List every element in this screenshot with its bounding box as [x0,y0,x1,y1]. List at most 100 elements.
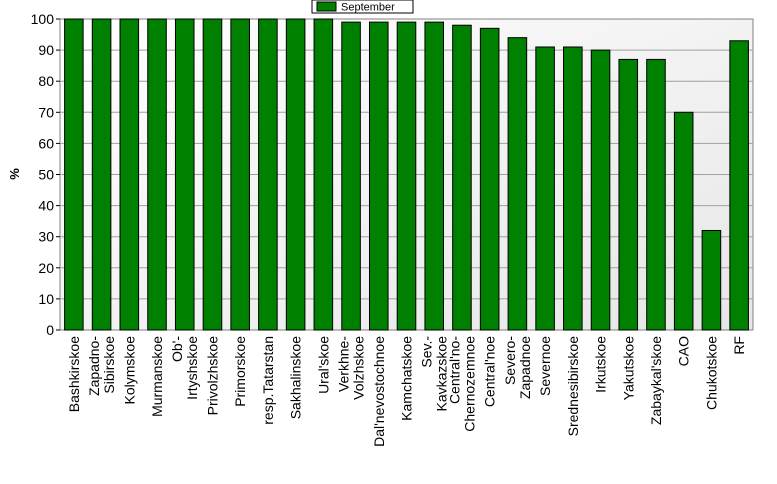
x-tick-label-line: Zabaykal'skoe [648,336,664,425]
legend: September [311,0,414,14]
bar [452,24,472,331]
bar [230,18,250,331]
x-axis-labels: Bashkirskoe Zapadno- Sibirskoe Kolymskoe Mur… [66,336,747,447]
x-tick-label-line: Irtyshskoe [184,336,200,400]
y-tick-label: 30 [38,229,54,245]
x-tick-label: Central'no- Chernozemnoe [446,336,477,432]
bar [424,21,445,331]
x-tick-label-line: Chukotskoe [703,336,719,410]
x-tick-label-line: Sakhalinskoe [288,336,304,419]
bar [91,18,112,331]
bar [64,18,84,331]
bar [646,58,666,331]
legend-box [311,0,414,14]
x-tick-label: Srednesibirskoe [565,336,581,437]
x-tick-label: resp.Tatarstan [260,336,276,425]
x-tick-label-line: Sibirskoe [101,336,117,394]
y-tick-label: 100 [31,11,55,27]
bar [535,46,555,331]
bar [563,46,583,331]
bar [479,27,500,331]
x-tick-label-line: Kolymskoe [121,336,137,405]
y-tick-label: 70 [38,104,54,120]
x-tick-label-line: Bashkirskoe [66,336,82,412]
x-tick-label: Severnoe [537,336,553,396]
bar [673,111,694,331]
x-tick-label-line: Zapadnoe [517,336,533,399]
x-tick-label: Chukotskoe [703,336,719,410]
bar [507,37,528,331]
x-tick-label: Ural'skoe [315,336,331,394]
y-tick-label: 90 [38,42,54,58]
bar [258,18,278,331]
x-tick-label-line: RF [731,336,747,355]
bar [174,18,195,331]
x-tick-label: Zabaykal'skoe [648,336,664,425]
y-tick-label: 0 [46,322,54,338]
x-tick-label-line: Severnoe [537,336,553,396]
y-tick-label: 50 [38,167,54,183]
bar [285,18,306,331]
x-tick-label-line: Chernozemnoe [461,336,477,432]
bar [313,18,334,331]
x-tick-label: Irkutskoe [593,336,609,393]
bar [202,18,223,331]
x-tick-label-line: Murmanskoe [149,336,165,417]
x-tick-label-line: resp.Tatarstan [260,336,276,425]
x-tick-label-line: Sev.- [419,336,435,368]
x-tick-label: Verkhne- Volzhskoe [336,336,367,400]
x-tick-label: Murmanskoe [149,336,165,417]
x-tick-label-line: CAO [676,336,692,366]
y-tick-label: 40 [38,198,54,214]
bars [64,18,749,331]
bar [590,49,611,331]
x-tick-label-line: Central'no- [446,336,462,404]
x-tick-label-line: Ob'- [169,336,185,362]
x-tick-label-line: Central'noe [482,336,498,407]
x-tick-label: Central'noe [482,336,498,407]
x-tick-label: Dal'nevostochnoe [371,336,387,447]
x-tick-label: Sev.- Kavkazskoe [419,336,450,412]
x-tick-label: Zapadno- Sibirskoe [86,336,117,396]
bar [618,58,639,331]
x-tick-label-line: Srednesibirskoe [565,336,581,437]
x-tick-label: Kolymskoe [121,336,137,405]
x-tick-label-line: Kamchatskoe [399,336,415,421]
x-tick-label-line: Kavkazskoe [434,336,450,412]
y-tick-label: 80 [38,73,54,89]
x-tick-label: RF [731,336,747,355]
bar [368,21,389,331]
x-tick-label-line: Verkhne- [336,336,352,392]
x-tick-label-line: Dal'nevostochnoe [371,336,387,447]
y-axis-title: % [7,168,22,180]
x-tick-label: Privolzhskoe [204,336,220,416]
x-tick-label-line: Yakutskoe [620,336,636,401]
bar [341,21,361,331]
y-tick-label: 60 [38,135,54,151]
x-tick-label-line: Volzhskoe [351,336,367,400]
x-tick-label-line: Privolzhskoe [204,336,220,416]
bar [119,18,140,331]
x-tick-label: Primorskoe [232,336,248,407]
y-tick-label: 20 [38,260,54,276]
x-tick-label-line: Ural'skoe [315,336,331,394]
x-tick-label: Sakhalinskoe [288,336,304,419]
x-tick-label: Severo- Zapadnoe [502,336,533,399]
x-tick-label-line: Zapadno- [86,336,102,396]
x-tick-label: Ob'- Irtyshskoe [169,336,200,400]
x-tick-label: CAO [676,336,692,366]
legend-label: September [341,2,395,14]
y-axis-ticks: 0 10 20 30 40 50 60 70 80 90 100 [31,11,60,338]
bar [729,40,749,331]
y-tick-label: 10 [38,291,54,307]
bar [701,229,722,331]
x-tick-label-line: Irkutskoe [593,336,609,393]
legend-swatch [316,1,337,12]
x-tick-label: Kamchatskoe [399,336,415,421]
x-tick-label: Yakutskoe [620,336,636,401]
x-tick-label-line: Primorskoe [232,336,248,407]
bar [396,21,417,331]
x-tick-label: Bashkirskoe [66,336,82,412]
